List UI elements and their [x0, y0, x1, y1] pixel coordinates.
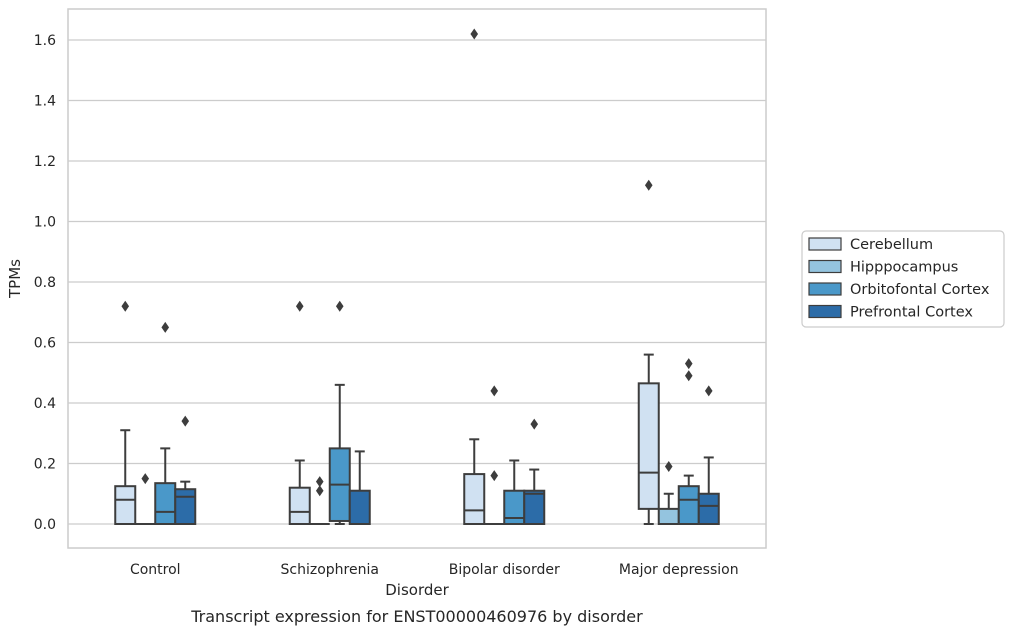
plot-frame — [67, 8, 767, 549]
chart-caption: Transcript expression for ENST0000046097… — [190, 607, 643, 626]
outlier-point — [470, 28, 479, 40]
legend-swatch — [808, 237, 842, 251]
outlier-point — [684, 358, 693, 370]
y-tick-label: 1.0 — [34, 215, 56, 231]
y-axis-ticks: 0.0 0.2 0.4 0.6 0.8 1.0 1.2 1.4 1.6 — [34, 33, 56, 533]
x-axis-ticks: Control Schizophrenia Bipolar disorder Majo… — [130, 562, 739, 578]
legend-swatch — [808, 259, 842, 274]
y-tick-label: 1.6 — [34, 33, 56, 49]
outlier-point — [704, 385, 713, 397]
box-1-1 — [309, 476, 330, 525]
outlier-point — [181, 415, 190, 427]
box-0-2 — [154, 321, 177, 526]
y-tick-label: 0.2 — [34, 457, 56, 473]
box-body — [348, 489, 371, 526]
gridlines — [68, 39, 766, 525]
box-plots — [114, 28, 720, 526]
x-tick-label: Bipolar disorder — [449, 562, 560, 578]
outlier-point — [664, 461, 673, 473]
y-tick-label: 0.6 — [34, 336, 56, 352]
outlier-point — [161, 321, 170, 333]
outlier-point — [684, 370, 693, 382]
legend-swatch — [808, 304, 842, 319]
outlier-point — [490, 385, 499, 397]
y-tick-label: 1.2 — [34, 154, 56, 170]
box-1-3 — [348, 450, 371, 526]
y-tick-label: 0.4 — [34, 396, 56, 412]
box-body — [114, 485, 137, 525]
legend-label: Prefrontal Cortex — [850, 305, 973, 321]
box-2-1 — [484, 385, 505, 525]
outlier-point — [315, 476, 324, 488]
legend-label: Hipppocampus — [850, 260, 958, 276]
outlier-point — [530, 418, 539, 430]
box-3-2 — [677, 358, 700, 525]
outlier-point — [644, 179, 653, 191]
box-body — [174, 488, 197, 525]
box-1-0 — [288, 300, 311, 526]
outlier-point — [141, 473, 150, 485]
box-body — [154, 482, 177, 526]
x-tick-label: Control — [130, 562, 181, 578]
x-tick-label: Schizophrenia — [281, 562, 379, 578]
box-2-3 — [523, 418, 546, 526]
y-tick-label: 0.0 — [34, 517, 56, 533]
box-body — [657, 507, 680, 525]
box-body — [523, 489, 546, 526]
legend-label: Cerebellum — [850, 237, 933, 253]
box-3-0 — [637, 179, 660, 525]
y-tick-label: 1.4 — [34, 94, 56, 110]
box-3-3 — [697, 385, 720, 525]
box-3-1 — [657, 461, 680, 525]
box-body — [288, 486, 311, 526]
box-body — [637, 382, 660, 510]
box-body — [503, 489, 526, 526]
y-axis-label: TPMs — [6, 259, 24, 299]
box-body — [697, 492, 720, 525]
y-tick-label: 0.8 — [34, 275, 56, 291]
box-body — [463, 473, 486, 525]
box-0-3 — [174, 415, 197, 525]
x-axis-label: Disorder — [385, 581, 449, 599]
outlier-point — [315, 485, 324, 497]
box-1-2 — [328, 300, 351, 525]
legend-frame — [801, 230, 1005, 328]
box-2-2 — [503, 459, 526, 526]
legend-swatch — [808, 282, 842, 296]
box-0-1 — [135, 473, 156, 525]
box-2-0 — [463, 28, 486, 525]
outlier-point — [121, 300, 130, 312]
box-body — [677, 485, 700, 525]
outlier-point — [490, 470, 499, 482]
legend-label: Orbitofontal Cortex — [850, 282, 990, 298]
x-tick-label: Major depression — [619, 562, 739, 578]
outlier-point — [335, 300, 344, 312]
legend: Cerebellum Hipppocampus Orbitofontal Corte… — [801, 230, 1005, 328]
outlier-point — [295, 300, 304, 312]
box-0-0 — [114, 300, 137, 525]
